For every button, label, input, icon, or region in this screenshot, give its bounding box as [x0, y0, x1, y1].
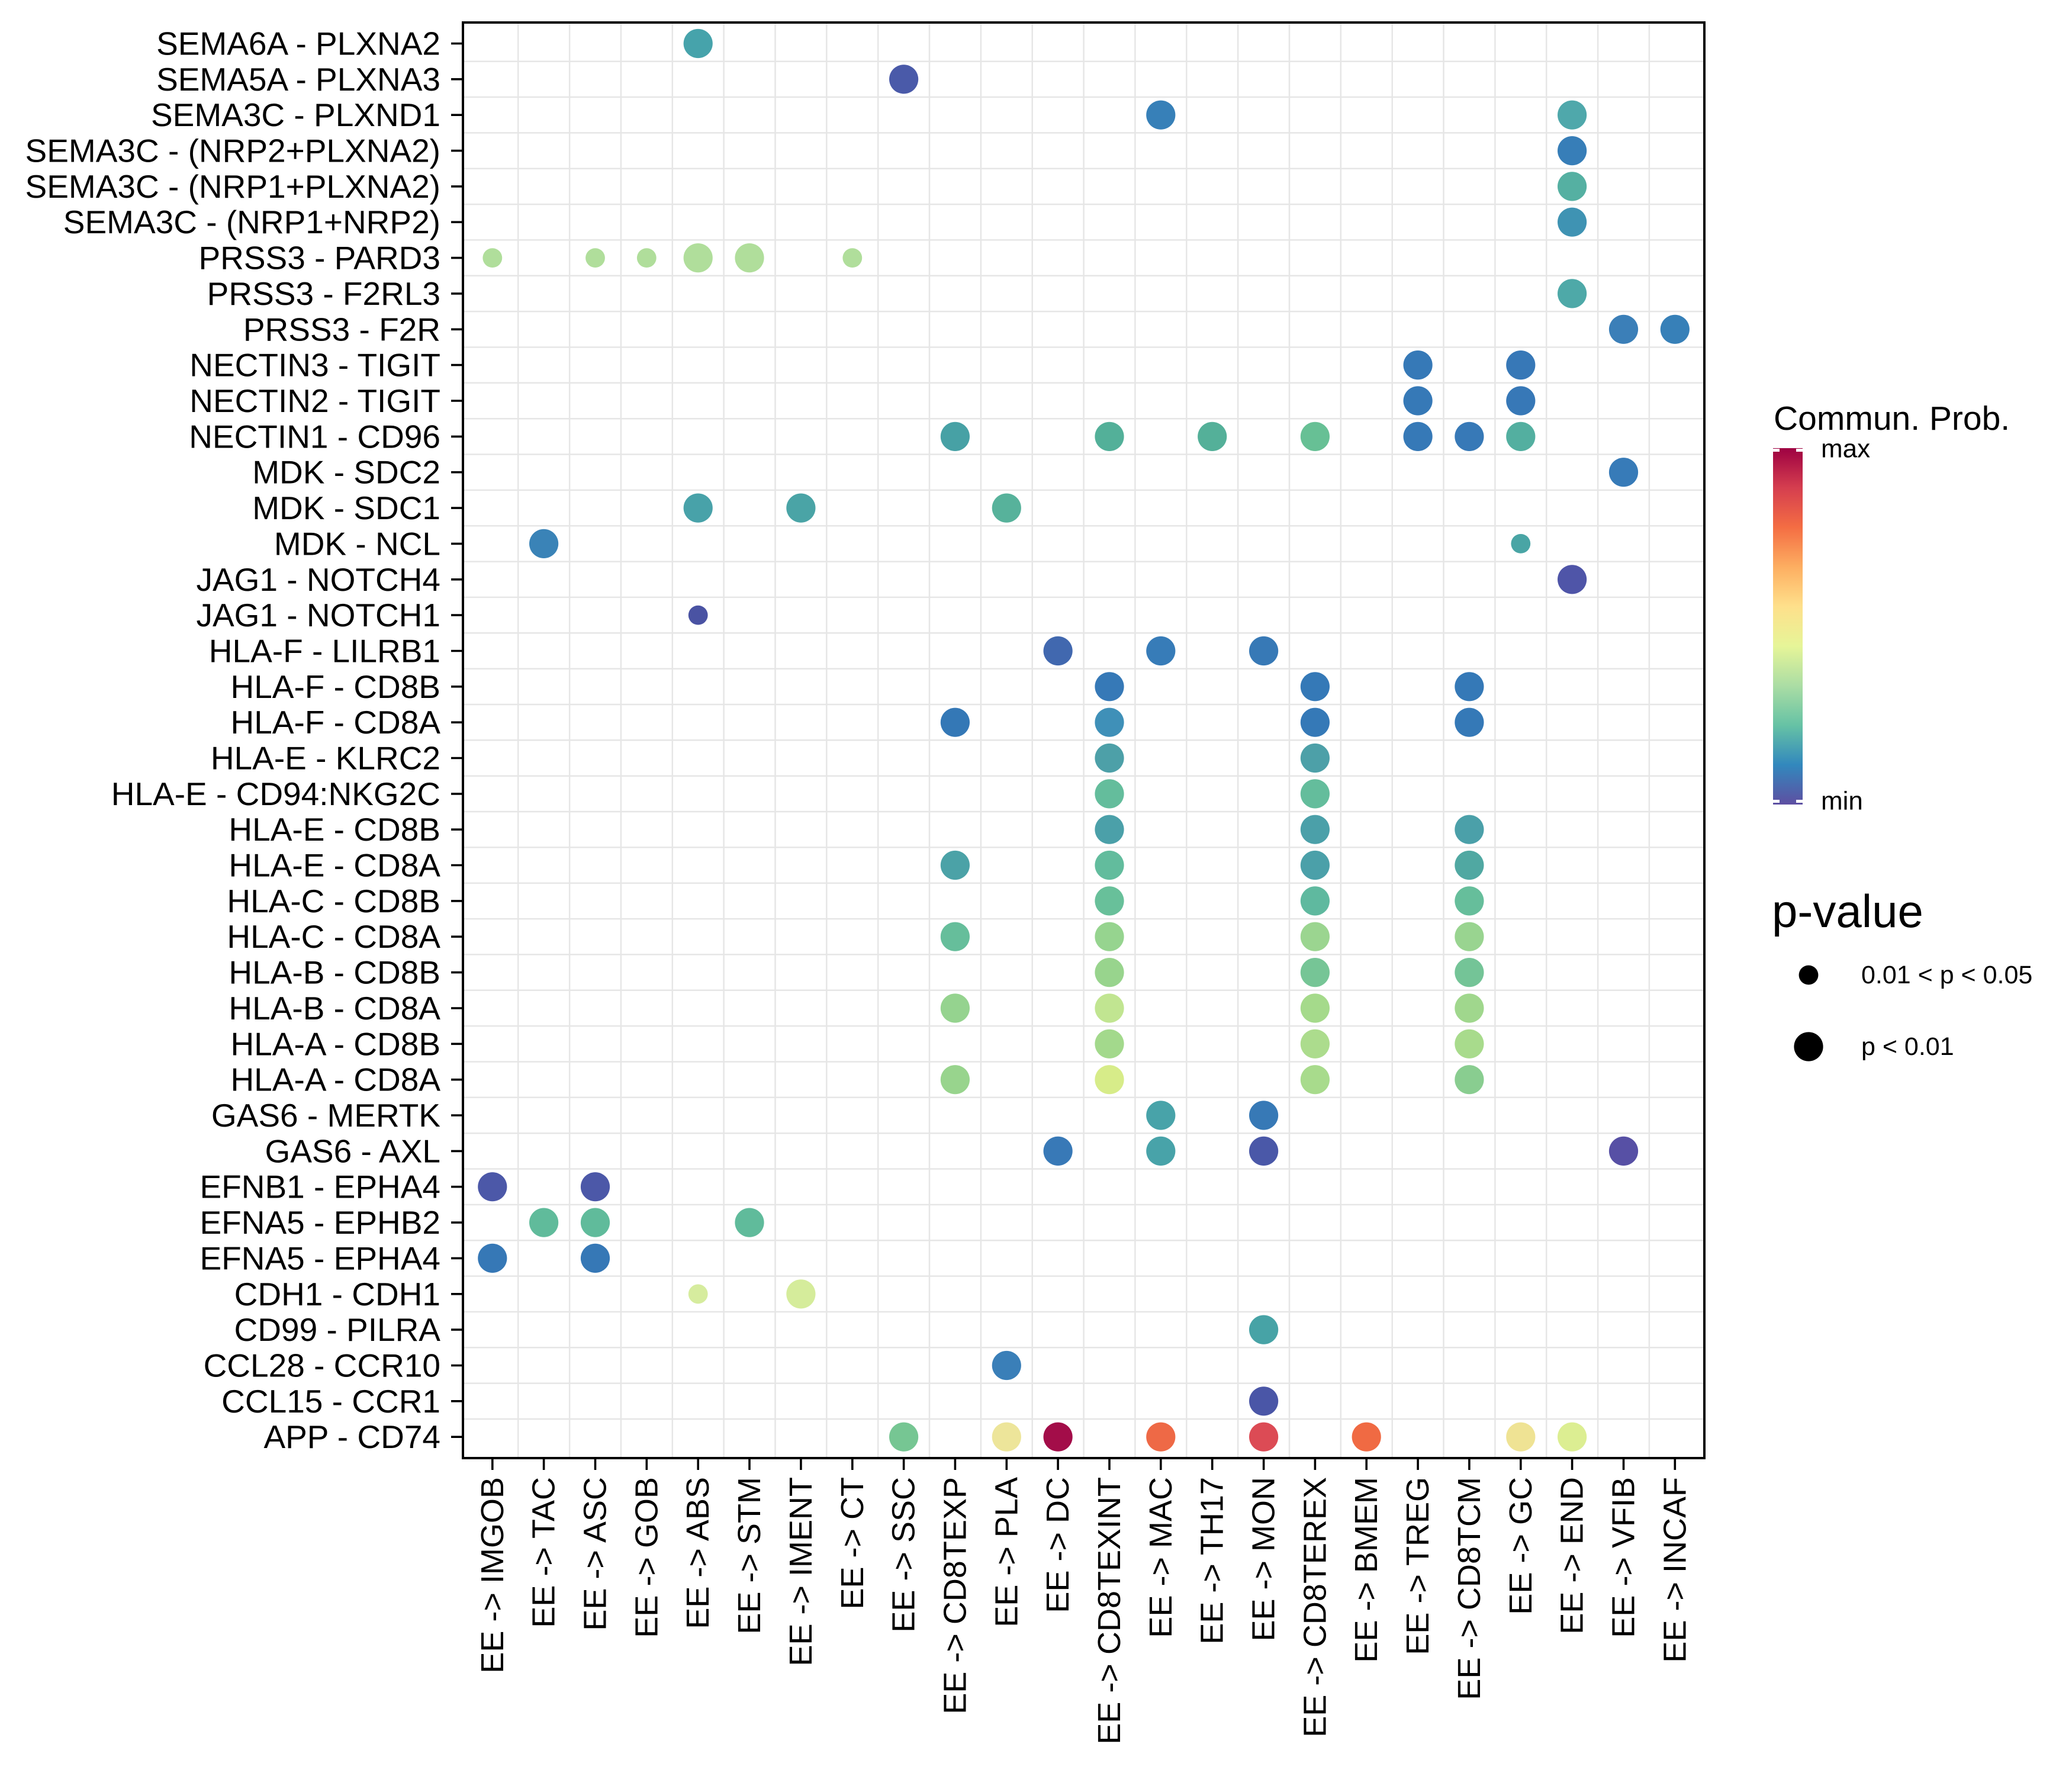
svg-text:EE -> END: EE -> END [1555, 1477, 1590, 1635]
svg-text:HLA-B - CD8A: HLA-B - CD8A [229, 990, 440, 1027]
svg-text:HLA-B - CD8B: HLA-B - CD8B [229, 954, 440, 991]
svg-text:EE -> ABS: EE -> ABS [680, 1477, 716, 1629]
svg-text:EFNB1 - EPHA4: EFNB1 - EPHA4 [200, 1169, 440, 1205]
svg-text:HLA-F - CD8A: HLA-F - CD8A [231, 704, 441, 741]
svg-text:PRSS3 - PARD3: PRSS3 - PARD3 [198, 240, 440, 276]
svg-text:HLA-A - CD8B: HLA-A - CD8B [230, 1025, 440, 1062]
svg-text:NECTIN3 - TIGIT: NECTIN3 - TIGIT [189, 347, 440, 384]
svg-text:EE -> CD8TEXINT: EE -> CD8TEXINT [1092, 1477, 1127, 1745]
svg-text:EFNA5 - EPHB2: EFNA5 - EPHB2 [200, 1204, 440, 1241]
svg-text:EE -> STM: EE -> STM [732, 1477, 767, 1635]
svg-text:SEMA3C - (NRP2+PLXNA2): SEMA3C - (NRP2+PLXNA2) [25, 133, 440, 169]
svg-text:EE -> PLA: EE -> PLA [989, 1477, 1024, 1627]
svg-text:HLA-F - LILRB1: HLA-F - LILRB1 [209, 633, 440, 670]
svg-text:SEMA5A - PLXNA3: SEMA5A - PLXNA3 [156, 61, 440, 98]
svg-text:p < 0.01: p < 0.01 [1861, 1032, 1954, 1061]
svg-text:HLA-E - CD94:NKG2C: HLA-E - CD94:NKG2C [111, 776, 440, 812]
svg-text:EE -> IMGOB: EE -> IMGOB [475, 1477, 510, 1674]
svg-text:EE -> INCAF: EE -> INCAF [1657, 1477, 1693, 1663]
svg-text:EE -> CT: EE -> CT [835, 1477, 870, 1610]
svg-text:HLA-A - CD8A: HLA-A - CD8A [230, 1061, 440, 1098]
svg-text:SEMA3C - PLXND1: SEMA3C - PLXND1 [151, 96, 440, 133]
svg-text:EE -> CD8TCM: EE -> CD8TCM [1452, 1477, 1487, 1700]
svg-text:HLA-C - CD8B: HLA-C - CD8B [227, 883, 440, 919]
svg-text:EFNA5 - EPHA4: EFNA5 - EPHA4 [200, 1240, 440, 1276]
svg-text:HLA-E - CD8B: HLA-E - CD8B [229, 811, 440, 848]
svg-text:PRSS3 - F2RL3: PRSS3 - F2RL3 [207, 275, 440, 312]
svg-text:SEMA3C - (NRP1+PLXNA2): SEMA3C - (NRP1+PLXNA2) [25, 168, 440, 205]
svg-text:EE -> GC: EE -> GC [1503, 1477, 1539, 1615]
svg-text:CDH1 - CDH1: CDH1 - CDH1 [234, 1276, 440, 1312]
svg-text:Commun. Prob.: Commun. Prob. [1774, 400, 2010, 437]
svg-text:EE -> GOB: EE -> GOB [629, 1477, 664, 1638]
svg-text:MDK - SDC2: MDK - SDC2 [252, 454, 440, 491]
svg-text:EE -> IMENT: EE -> IMENT [783, 1477, 819, 1666]
svg-text:0.01 < p < 0.05: 0.01 < p < 0.05 [1861, 961, 2032, 989]
svg-text:MDK - SDC1: MDK - SDC1 [252, 490, 440, 526]
svg-text:p-value: p-value [1772, 885, 1923, 937]
svg-text:JAG1 - NOTCH1: JAG1 - NOTCH1 [196, 597, 440, 633]
svg-text:EE -> CD8TEXP: EE -> CD8TEXP [937, 1477, 973, 1714]
svg-text:NECTIN2 - TIGIT: NECTIN2 - TIGIT [189, 382, 440, 419]
svg-text:HLA-F - CD8B: HLA-F - CD8B [231, 668, 441, 705]
svg-text:SEMA6A - PLXNA2: SEMA6A - PLXNA2 [156, 25, 440, 62]
svg-text:GAS6 - MERTK: GAS6 - MERTK [211, 1097, 440, 1134]
svg-text:HLA-E - CD8A: HLA-E - CD8A [229, 847, 440, 884]
svg-text:EE -> TREG: EE -> TREG [1400, 1477, 1436, 1655]
svg-text:HLA-C - CD8A: HLA-C - CD8A [227, 918, 440, 955]
svg-text:CCL28 - CCR10: CCL28 - CCR10 [204, 1347, 440, 1384]
svg-text:SEMA3C - (NRP1+NRP2): SEMA3C - (NRP1+NRP2) [63, 204, 440, 240]
svg-text:EE -> ASC: EE -> ASC [578, 1477, 613, 1631]
svg-text:EE -> CD8TEREX: EE -> CD8TEREX [1297, 1477, 1333, 1738]
svg-text:CCL15 - CCR1: CCL15 - CCR1 [221, 1383, 440, 1420]
svg-text:EE -> SSC: EE -> SSC [886, 1477, 922, 1633]
svg-text:MDK - NCL: MDK - NCL [274, 525, 440, 562]
svg-text:CD99 - PILRA: CD99 - PILRA [234, 1311, 441, 1348]
svg-text:GAS6 - AXL: GAS6 - AXL [265, 1132, 440, 1169]
svg-text:EE -> MON: EE -> MON [1246, 1477, 1282, 1642]
svg-text:PRSS3 - F2R: PRSS3 - F2R [243, 311, 440, 348]
svg-text:EE -> MAC: EE -> MAC [1143, 1477, 1179, 1638]
svg-text:HLA-E - KLRC2: HLA-E - KLRC2 [211, 740, 440, 777]
svg-text:min: min [1821, 787, 1863, 816]
svg-text:max: max [1821, 435, 1870, 464]
svg-text:APP - CD74: APP - CD74 [263, 1418, 440, 1455]
svg-text:EE -> VFIB: EE -> VFIB [1606, 1477, 1642, 1638]
svg-text:NECTIN1 - CD96: NECTIN1 - CD96 [189, 418, 440, 455]
svg-text:EE -> BMEM: EE -> BMEM [1349, 1477, 1384, 1663]
svg-text:EE -> TAC: EE -> TAC [526, 1477, 562, 1628]
svg-text:JAG1 - NOTCH4: JAG1 - NOTCH4 [196, 561, 440, 598]
svg-text:EE -> DC: EE -> DC [1040, 1477, 1076, 1613]
svg-text:EE -> TH17: EE -> TH17 [1195, 1477, 1230, 1645]
